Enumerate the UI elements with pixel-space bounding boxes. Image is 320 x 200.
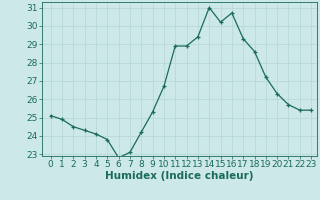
X-axis label: Humidex (Indice chaleur): Humidex (Indice chaleur) [105, 171, 253, 181]
